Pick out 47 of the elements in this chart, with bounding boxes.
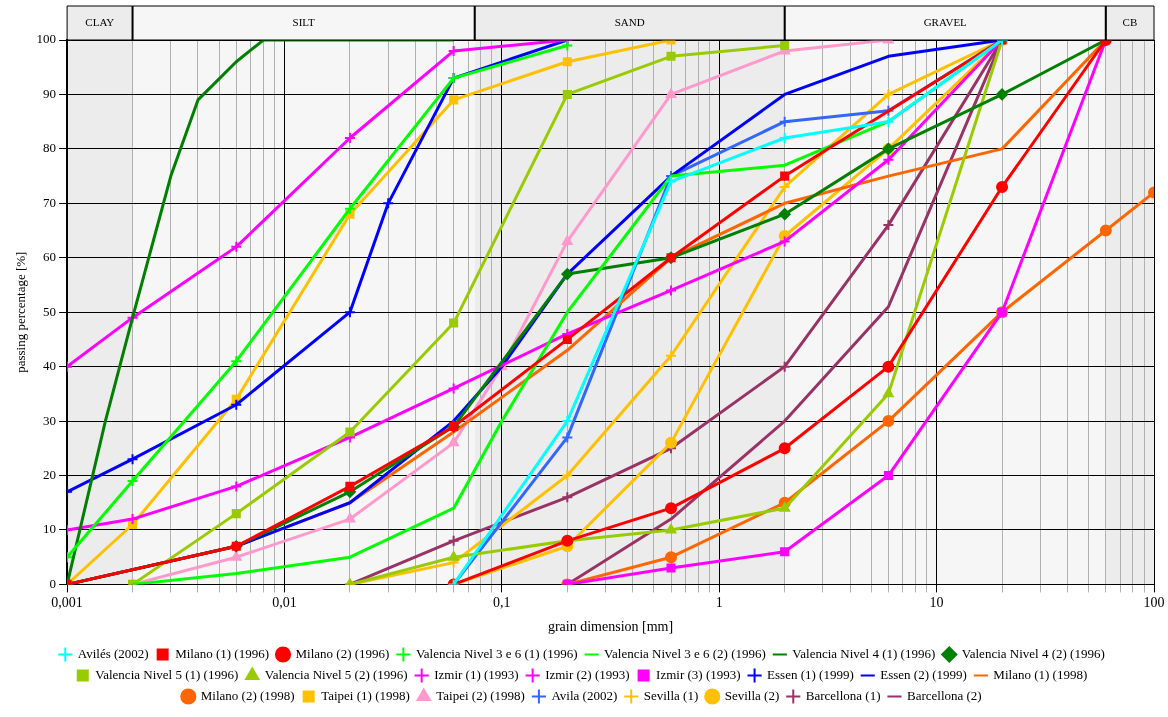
band-label: CLAY <box>85 15 115 28</box>
y-tick-label: 10 <box>43 521 57 537</box>
legend-label: Milano (2) (1998) <box>200 687 295 703</box>
legend-label: Milano (2) (1996) <box>295 645 390 661</box>
y-tick-label: 80 <box>43 140 57 156</box>
x-tick-label: 10 <box>929 595 944 611</box>
x-tick-label: 1 <box>715 595 723 611</box>
band-label: CB <box>1122 15 1138 28</box>
x-tick-label: 100 <box>1143 595 1165 611</box>
legend-label: Izmir (3) (1993) <box>656 666 741 682</box>
band-label: SILT <box>292 15 315 28</box>
y-tick-label: 100 <box>36 31 57 47</box>
legend-label: Izmir (1) (1993) <box>434 666 519 682</box>
y-axis-title: passing percentage [%] <box>13 251 29 373</box>
legend-label: Taipei (2) (1998) <box>436 687 525 703</box>
y-tick-label: 60 <box>43 249 57 265</box>
y-tick-label: 20 <box>43 466 57 482</box>
legend-label: Valencia Nivel 5 (1) (1996) <box>95 666 239 682</box>
x-tick-label: 0,1 <box>493 595 511 611</box>
legend-label: Essen (2) (1999) <box>880 666 967 682</box>
legend-label: Taipei (1) (1998) <box>321 687 410 703</box>
band-label: GRAVEL <box>923 15 968 28</box>
legend-label: Avilés (2002) <box>77 645 149 661</box>
legend-label: Avila (2002) <box>551 687 618 703</box>
y-tick-label: 0 <box>49 575 57 591</box>
legend-label: Sevilla (1) <box>643 687 699 703</box>
legend-label: Milano (1) (1996) <box>175 645 270 661</box>
legend-label: Valencia Nivel 4 (1) (1996) <box>792 645 936 661</box>
band-label: SAND <box>614 15 645 28</box>
legend-label: Barcellona (2) <box>906 687 982 703</box>
legend-label: Izmir (2) (1993) <box>545 666 630 682</box>
legend-label: Valencia Nivel 5 (2) (1996) <box>264 666 408 682</box>
legend-label: Valencia Nivel 3 e 6 (2) (1996) <box>604 645 766 661</box>
y-tick-label: 50 <box>43 303 57 319</box>
legend-label: Valencia Nivel 4 (2) (1996) <box>961 645 1105 661</box>
legend-label: Milano (1) (1998) <box>993 666 1088 682</box>
legend-label: Valencia Nivel 3 e 6 (1) (1996) <box>415 645 578 661</box>
x-axis-title: grain dimension [mm] <box>547 619 674 635</box>
legend-label: Barcellona (1) <box>805 687 881 703</box>
y-tick-label: 70 <box>43 194 57 210</box>
x-tick-label: 0,001 <box>51 595 83 611</box>
x-tick-label: 0,01 <box>272 595 297 611</box>
legend-label: Essen (1) (1999) <box>767 666 854 682</box>
legend-label: Sevilla (2) <box>724 687 780 703</box>
y-tick-label: 90 <box>43 85 57 101</box>
y-tick-label: 40 <box>43 358 57 374</box>
y-tick-label: 30 <box>43 412 57 428</box>
